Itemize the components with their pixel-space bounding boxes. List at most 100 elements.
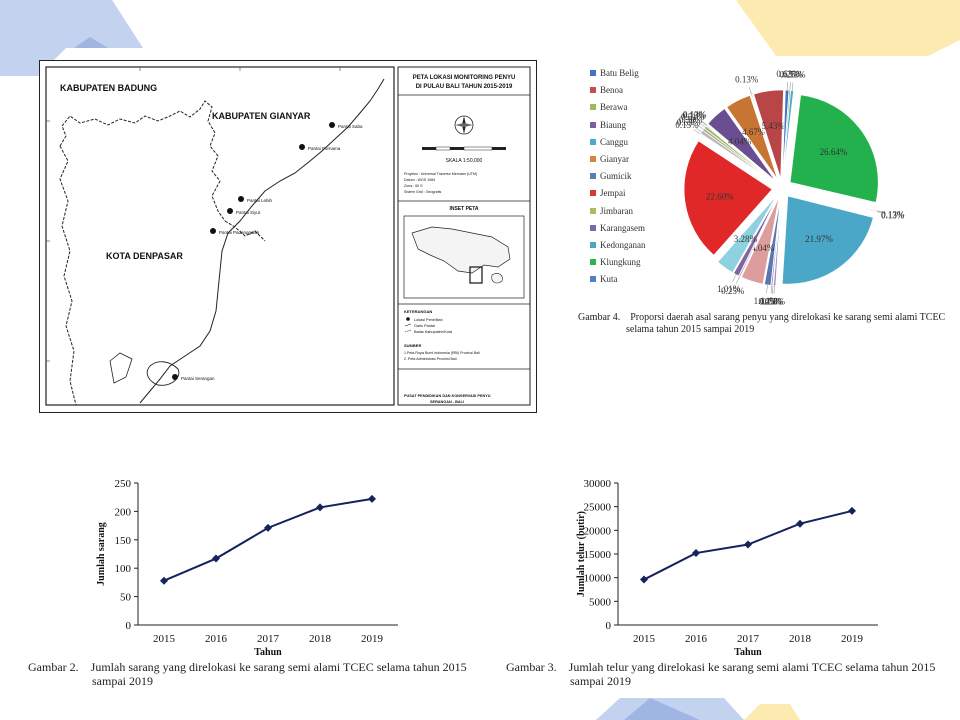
y-tick-label: 10000 — [584, 573, 612, 585]
projection-line4: Sistem Grid : Geografis — [404, 190, 442, 194]
pie-leader-line — [732, 274, 737, 282]
serangan-island — [146, 361, 180, 386]
legend-label: Gumicik — [600, 171, 632, 182]
pie-slice — [789, 94, 879, 203]
inset-map-frame — [403, 215, 525, 299]
scale-bar — [422, 146, 506, 151]
site-points: Pantai Saba Pantai Purnama Pantai Lebih … — [172, 122, 363, 381]
legend-item: Benoa — [590, 83, 623, 97]
site-label-padanggalak: Pantai Padanggalak — [219, 230, 260, 235]
line2-caption-text2: sampai 2019 — [570, 674, 631, 688]
site-point-purnama — [299, 144, 305, 150]
map-frame — [45, 66, 395, 406]
legend-item: Canggu — [590, 135, 628, 149]
pie-slice-label: 0.25% — [759, 296, 783, 306]
data-point — [848, 506, 856, 515]
site-point-saba — [329, 122, 335, 128]
map-footer-line1: PUSAT PENDIDIKAN DAN KONSERVASI PENYU — [404, 394, 491, 398]
pie-slice-label: 5.43% — [762, 121, 786, 131]
top-left-blue-accent — [74, 37, 108, 48]
data-point — [160, 576, 168, 585]
legend-swatch — [590, 138, 596, 145]
data-point — [264, 523, 272, 532]
data-point — [212, 554, 220, 563]
legend-label: Karangasem — [600, 222, 645, 233]
pie-slice-label: 1.01% — [717, 284, 741, 294]
bottom-yellow-shape — [744, 704, 800, 720]
legend-swatch — [590, 259, 596, 266]
keterangan-item-1: Lokasi Penelitian — [414, 318, 443, 322]
pie-leader-line — [700, 120, 707, 126]
legend-label: Jimbaran — [600, 205, 633, 216]
map-panel: KABUPATEN BADUNG KABUPATEN GIANYAR KOTA … — [39, 60, 537, 413]
projection-line3: Zona : 50 S — [404, 184, 423, 188]
legend-item: Biaung — [590, 118, 626, 132]
pie-slice — [753, 89, 784, 179]
pie-leader-line — [877, 210, 886, 213]
keterangan-item-2: Garis Pantai — [414, 324, 435, 328]
pie-slice — [707, 108, 776, 181]
y-tick-label: 0 — [606, 620, 612, 632]
pie-slice-label: 0.38% — [679, 115, 703, 125]
x-tick-label: 2019 — [361, 633, 384, 645]
legend-item: Batu Belig — [590, 66, 639, 80]
pie-slice-label: 0.13% — [881, 210, 905, 220]
legend-swatch — [590, 224, 596, 231]
pie-slice-label: 3.28% — [734, 234, 758, 244]
site-label-siyut: Pantai Siyut — [236, 210, 261, 215]
region-label-badung: KABUPATEN BADUNG — [60, 83, 157, 93]
pie-leader-line — [693, 129, 701, 135]
legend-item: Gianyar — [590, 152, 629, 166]
legend-label: Kuta — [600, 274, 618, 285]
pie-leader-line — [770, 285, 773, 294]
y-tick-label: 250 — [115, 478, 132, 490]
projection-line2: Datum : WGS 1984 — [404, 178, 435, 182]
pie-slice-label: 26.64% — [820, 147, 848, 157]
legend-swatch — [590, 173, 596, 180]
pie-leader-line — [773, 285, 775, 294]
site-label-saba: Pantai Saba — [338, 124, 363, 129]
pie-leader-line — [698, 122, 706, 128]
line-chart-nests: 0 50 100 150 200 250 2015 2016 2017 2018 2019 Tahun… — [96, 478, 398, 658]
y-tick-label: 15000 — [584, 549, 612, 561]
legend-item: Kedonganan — [590, 238, 645, 252]
site-point-padanggalak — [210, 228, 216, 234]
legend-label: Jempai — [600, 188, 626, 199]
line1-caption: Gambar 2. Jumlah sarang yang direlokasi … — [28, 660, 498, 688]
legend-label: Biaung — [600, 119, 626, 130]
legend-label: Kedonganan — [600, 240, 646, 250]
legend-label: Berawa — [600, 102, 628, 113]
map-info-frame — [397, 66, 531, 406]
inset-nusa-penida — [491, 273, 503, 284]
site-label-lebih: Pantai Lebih — [247, 198, 273, 203]
compass-icon — [454, 115, 474, 135]
pie-leader-line — [791, 82, 794, 91]
line1-caption-label: Gambar 2. — [28, 660, 79, 674]
pie-slice-label: 4.67% — [742, 127, 766, 137]
pie-caption-text: Proporsi daerah asal sarang penyu yang d… — [630, 312, 946, 323]
legend-label: Benoa — [600, 85, 623, 96]
pie-slice-label: 4.04% — [751, 243, 775, 253]
y-tick-label: 100 — [115, 563, 132, 575]
pie-leader-line — [772, 285, 774, 294]
legend-swatch — [590, 207, 596, 214]
projection-line1: Proyeksi : Universal Traverse Mercator (… — [404, 172, 477, 176]
inset-bali-shape — [411, 226, 511, 274]
boundary-line-3 — [59, 145, 77, 406]
pie-slice — [717, 195, 777, 273]
legend-swatch — [590, 276, 596, 283]
inset-highlight-box — [469, 266, 483, 284]
pie-slice-label: 0.38% — [762, 297, 786, 307]
pie-slice — [683, 140, 773, 256]
region-label-gianyar: KABUPATEN GIANYAR — [212, 111, 311, 121]
legend-swatch — [590, 242, 596, 248]
data-point — [640, 575, 648, 584]
pie-slice-label: 0.13% — [682, 110, 706, 120]
y-tick-label: 50 — [120, 592, 132, 604]
line2-caption: Gambar 3. Jumlah telur yang direlokasi k… — [506, 660, 956, 688]
y-tick-label: 20000 — [584, 525, 612, 537]
x-axis-label: Tahun — [734, 647, 762, 658]
line1-caption-text: Jumlah sarang yang direlokasi ke sarang … — [90, 660, 467, 674]
bottom-blue-accent — [624, 698, 700, 720]
